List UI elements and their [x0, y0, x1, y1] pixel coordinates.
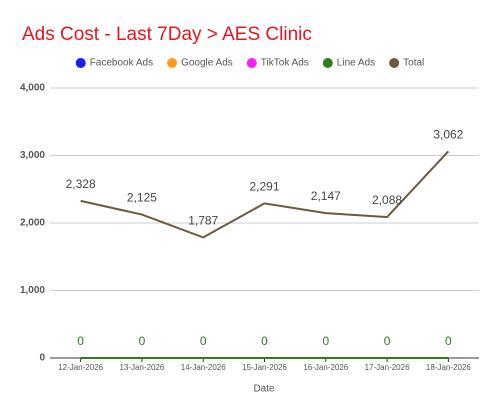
data-label: 0: [261, 334, 268, 348]
data-label: 3,062: [433, 127, 463, 141]
y-tick-label: 3,000: [20, 150, 45, 161]
data-label: 0: [200, 334, 207, 348]
data-label: 0: [77, 334, 84, 348]
legend-marker: [167, 58, 178, 68]
data-label: 2,291: [249, 180, 279, 194]
legend-marker: [389, 58, 400, 68]
legend-label: TikTok Ads: [261, 58, 309, 69]
legend-label: Google Ads: [181, 58, 233, 69]
x-tick-label: 16-Jan-2026: [303, 363, 348, 372]
y-tick-label: 0: [39, 353, 45, 364]
data-label: 2,147: [311, 189, 341, 203]
x-tick-label: 14-Jan-2026: [181, 363, 226, 372]
legend-marker: [322, 58, 333, 68]
data-label: 1,787: [188, 214, 218, 228]
data-label: 0: [445, 334, 452, 348]
data-label: 2,125: [127, 191, 157, 205]
data-label: 2,328: [66, 177, 96, 191]
series-line: [80, 150, 450, 239]
data-label: 0: [322, 334, 329, 348]
legend-label: Total: [403, 58, 424, 69]
x-tick-label: 15-Jan-2026: [242, 363, 287, 372]
legend-marker: [246, 58, 257, 68]
x-tick-label: 13-Jan-2026: [119, 363, 164, 372]
x-tick-label: 12-Jan-2026: [58, 363, 103, 372]
data-label: 2,088: [372, 193, 402, 207]
y-tick-label: 1,000: [20, 285, 45, 296]
legend-label: Line Ads: [337, 58, 375, 69]
chart-title: Ads Cost - Last 7Day > AES Clinic: [22, 24, 312, 45]
data-label: 0: [384, 334, 391, 348]
y-tick-label: 4,000: [20, 83, 45, 94]
y-tick-label: 2,000: [20, 218, 45, 229]
x-tick-label: 17-Jan-2026: [365, 363, 410, 372]
legend-label: Facebook Ads: [90, 58, 153, 69]
legend-marker: [75, 58, 86, 68]
x-axis-label: Date: [253, 384, 275, 395]
x-tick-label: 18-Jan-2026: [426, 363, 471, 372]
data-label: 0: [139, 334, 146, 348]
